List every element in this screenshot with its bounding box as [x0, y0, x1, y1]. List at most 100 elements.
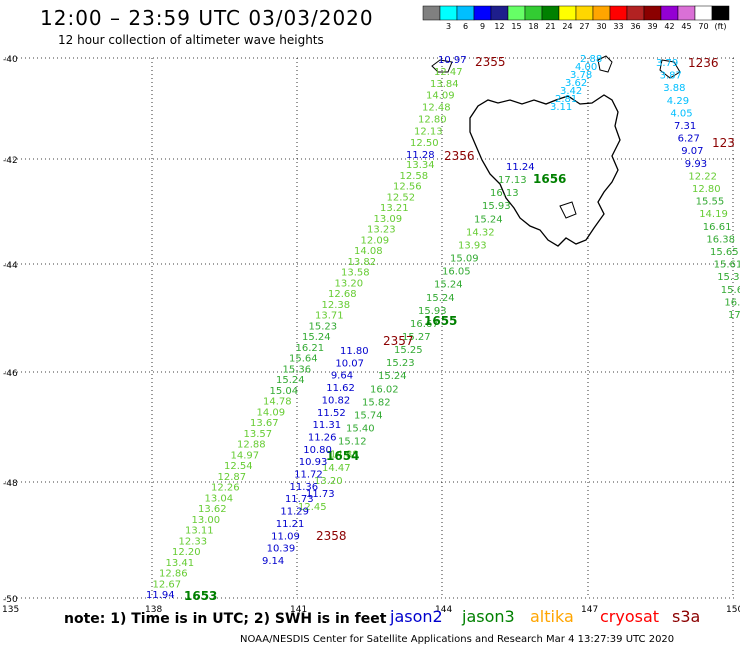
- track-1654-value: 16.67: [410, 319, 439, 330]
- track-1653-value: 15.64: [289, 354, 318, 365]
- color-scale-swatch: [660, 5, 679, 21]
- track-1653-value: 12.68: [328, 289, 357, 300]
- lat-label: -50: [3, 595, 18, 605]
- track-2358-value: 10.80: [303, 445, 332, 456]
- track-1654-value: 14.32: [466, 227, 495, 238]
- track-1236-value: 15.61: [714, 260, 740, 271]
- map-subtitle: 12 hour collection of altimeter wave hei…: [58, 33, 324, 47]
- track-1654-value: 15.74: [354, 410, 383, 421]
- track-north-value: 4.00: [575, 62, 597, 73]
- track-1653-value: 13.58: [341, 268, 370, 279]
- lat-label: -44: [3, 261, 18, 271]
- track-1653-value: 12.54: [224, 461, 253, 472]
- lon-label: 144: [435, 605, 452, 615]
- track-1654-time: 1654: [326, 449, 359, 463]
- track-1653-value: 13.71: [315, 311, 344, 322]
- track-1653-value: 12.20: [172, 547, 201, 558]
- track-1654-value: 15.09: [450, 254, 479, 265]
- track-1653-value: 13.62: [198, 504, 227, 515]
- track-1236-value: 15.6: [721, 285, 740, 296]
- track-2358-value: 9.14: [262, 556, 284, 567]
- track-1653-value: 13.21: [380, 203, 409, 214]
- track-1654-value: 17.13: [498, 175, 527, 186]
- track-1653-value: 13.04: [205, 493, 234, 504]
- track-1656-time: 1656: [533, 172, 566, 186]
- track-1654-value: 11.73: [306, 489, 335, 500]
- track-1236-value: 15.55: [696, 197, 725, 208]
- track-1654-value: 15.27: [402, 332, 431, 343]
- track-2356-value: 12.48: [422, 103, 451, 114]
- color-scale-swatch: [473, 5, 492, 21]
- lat-label: -46: [3, 369, 18, 379]
- track-1236-value: 17.: [728, 310, 740, 321]
- track-1236-value: 9.07: [681, 146, 703, 157]
- color-scale-swatch: [524, 5, 543, 21]
- color-scale-swatch: [507, 5, 526, 21]
- track-1654-value: 15.24: [378, 371, 407, 382]
- track-1654-value: 15.93: [418, 306, 447, 317]
- lon-label: 150: [726, 605, 740, 615]
- track-2358-value: 10.82: [322, 395, 351, 406]
- track-1236-value: 3.87: [660, 71, 682, 82]
- track-1653-value: 13.34: [406, 160, 435, 171]
- track-1654-value: 15.24: [426, 293, 455, 304]
- track-1653-value: 13.00: [192, 515, 221, 526]
- color-scale-label: 70: [698, 22, 708, 31]
- track-1653-value: 15.04: [270, 386, 299, 397]
- lake-outline: [559, 201, 577, 219]
- lat-label: -40: [3, 55, 18, 65]
- track-1654-value: 15.82: [362, 397, 391, 408]
- track-1654-value: 16.05: [442, 267, 471, 278]
- track-1653-value: 13.11: [185, 526, 214, 537]
- track-1653-value: 12.86: [159, 569, 188, 580]
- color-scale-swatch: [677, 5, 696, 21]
- color-scale-swatch: [694, 5, 713, 21]
- track-2356-value: 12.47: [434, 67, 463, 78]
- map-title: 12:00 – 23:59 UTC 03/03/2020: [40, 6, 374, 30]
- track-123-time: 123: [712, 136, 735, 150]
- track-1653-value: 13.57: [244, 429, 273, 440]
- track-1654-value: 13.93: [458, 240, 487, 251]
- track-1654-value: 15.23: [386, 358, 415, 369]
- lon-label: 147: [581, 605, 598, 615]
- color-scale-label: 9: [480, 22, 485, 31]
- track-1654-value: 15.24: [474, 214, 503, 225]
- track-2358-value: 11.29: [280, 507, 309, 518]
- track-1653-value: 16.21: [296, 343, 325, 354]
- track-1654-value: 15.25: [394, 345, 423, 356]
- track-north-value: 3.42: [560, 86, 582, 97]
- king-island-coastline: [431, 59, 453, 73]
- satellite-altika: altika: [530, 607, 574, 626]
- track-1653-value: 13.67: [250, 418, 279, 429]
- track-1653-value: 13.09: [374, 214, 403, 225]
- track-2356-value: 12.80: [418, 114, 447, 125]
- track-1653-value: 12.52: [387, 192, 416, 203]
- color-scale-swatch: [456, 5, 475, 21]
- track-1653-value: 12.26: [211, 483, 240, 494]
- track-2358-value: 10.39: [267, 544, 296, 555]
- track-1653-value: 13.82: [348, 257, 377, 268]
- track-1236-value: 7.31: [674, 121, 696, 132]
- track-1236-value: 4.05: [670, 108, 692, 119]
- track-1654-value: 15.40: [346, 424, 375, 435]
- track-1653-value: 14.97: [231, 450, 260, 461]
- track-2358-value: 10.07: [335, 358, 364, 369]
- color-scale-label: 39: [647, 22, 657, 31]
- track-2356-value: 10.97: [438, 55, 467, 66]
- satellite-s3a: s3a: [672, 607, 701, 626]
- track-1653-value: 14.78: [263, 397, 292, 408]
- color-scale-label: 6: [463, 22, 468, 31]
- track-1654-value: 15.93: [482, 201, 511, 212]
- track-1654-value: 16.02: [370, 384, 399, 395]
- track-1236-value: 14.19: [699, 209, 728, 220]
- track-1654-value: 11.24: [506, 162, 535, 173]
- color-scale-label: 15: [511, 22, 521, 31]
- track-1236-value: 16.38: [706, 234, 735, 245]
- color-scale-swatch: [575, 5, 594, 21]
- track-2358-value: 11.80: [340, 346, 369, 357]
- track-2356-value: 14.09: [426, 91, 455, 102]
- track-1653-value: 15.24: [276, 375, 305, 386]
- track-1653-value: 15.23: [309, 321, 338, 332]
- track-1654-value: 12.45: [298, 502, 327, 513]
- track-1654-value: 16.13: [490, 188, 519, 199]
